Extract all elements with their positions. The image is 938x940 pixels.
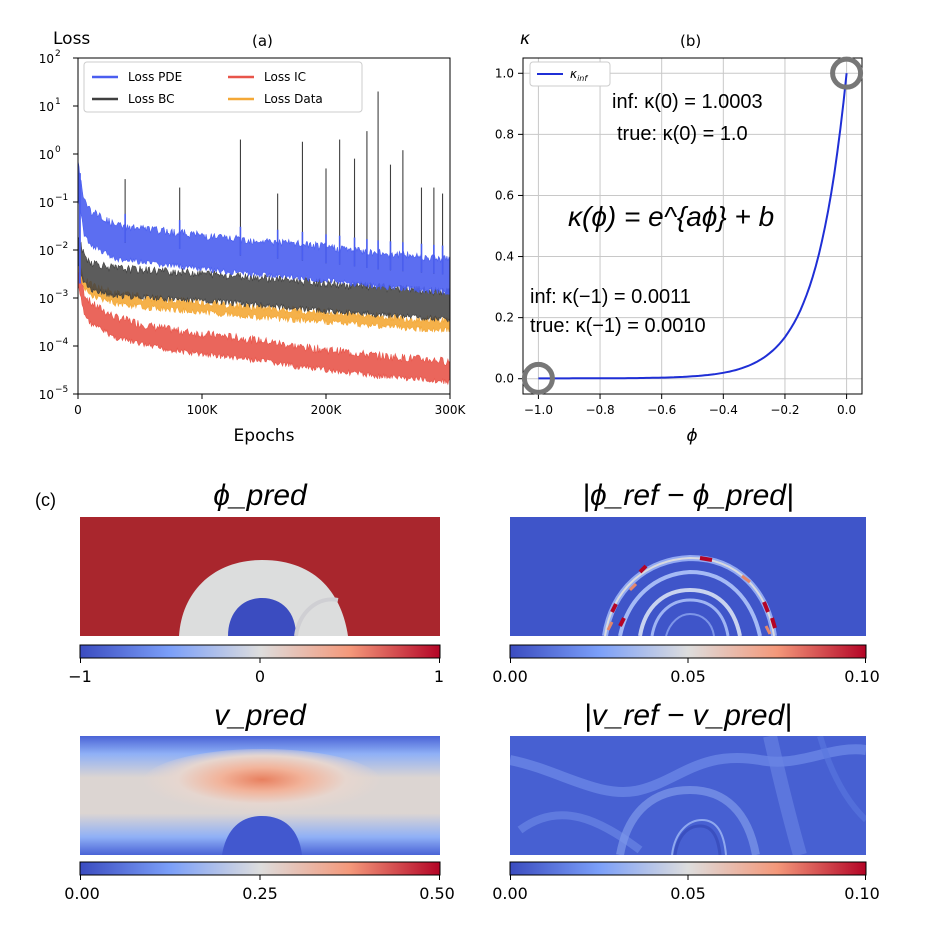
- phi-pred-title: ϕ_pred: [213, 479, 308, 512]
- loss-y-tick-label: 10: [39, 148, 54, 162]
- phi-error-title: |ϕ_ref − ϕ_pred|: [582, 479, 794, 512]
- kappa-x-tick-label: −0.6: [647, 403, 676, 417]
- loss-y-tick-label: 10: [39, 244, 54, 258]
- kappa-x-tick-label: 0.0: [837, 403, 856, 417]
- phi-pred-cbar-tick-2: 1: [434, 667, 444, 686]
- kappa-legend-label: κinf: [570, 67, 588, 83]
- kappa-x-tick-label: −0.2: [770, 403, 799, 417]
- phi-error-heatmap: |ϕ_ref − ϕ_pred| 0.00 0.05 0.10: [492, 479, 880, 686]
- legend-label-ic: Loss IC: [264, 70, 306, 84]
- kappa-y-tick-label: 0.0: [495, 372, 514, 386]
- loss-y-tick-exp: 0: [55, 145, 61, 155]
- loss-y-tick-exp: 1: [55, 97, 61, 107]
- loss-y-tick-exp: −5: [55, 385, 68, 395]
- loss-series-loss-pde: [78, 160, 450, 296]
- loss-y-tick-exp: −2: [55, 241, 68, 251]
- phi-pred-heatmap: ϕ_pred −1 0 1: [68, 479, 444, 686]
- highlight-circle-top: [830, 56, 864, 90]
- phi-pred-cbar-tick-0: −1: [68, 667, 92, 686]
- phi-error-cbar-tick-0: 0.00: [492, 667, 528, 686]
- loss-legend: Loss PDE Loss BC Loss IC Loss Data: [83, 61, 363, 113]
- kappa-plot-frame: [522, 57, 863, 395]
- kappa-chart: κ (b) ϕ −1.0 −0.8 −0.6 −0.4 −0.2 0.0 0.0 0.2 0.4…: [495, 29, 864, 446]
- v-error-cbar-tick-2: 0.10: [844, 884, 880, 903]
- loss-y-tick-label: 10: [39, 196, 54, 210]
- annotation-top-inf: inf: κ(0) = 1.0003: [612, 91, 763, 113]
- v-pred-colorbar: [79, 861, 441, 876]
- kappa-x-tick-label: −0.4: [709, 403, 738, 417]
- loss-y-tick-exp: −3: [55, 289, 68, 299]
- phi-error-cbar-tick-1: 0.05: [670, 667, 706, 686]
- phi-pred-colorbar: [79, 644, 441, 659]
- kappa-legend: κinf: [529, 61, 611, 87]
- kappa-y-tick-label: 0.6: [495, 188, 514, 202]
- kappa-legend-box: [529, 61, 611, 87]
- v-error-image: [510, 736, 866, 855]
- v-pred-cbar-tick-1: 0.25: [242, 884, 278, 903]
- panel-a-label: (a): [252, 32, 273, 50]
- kappa-y-tick-label: 1.0: [495, 66, 514, 80]
- loss-x-tick-label: 200K: [311, 403, 343, 417]
- loss-plot-area: [78, 91, 450, 386]
- v-pred-cbar-tick-0: 0.00: [64, 884, 100, 903]
- v-error-cbar-tick-0: 0.00: [492, 884, 528, 903]
- annotation-formula: κ(ϕ) = e^{aϕ} + b: [568, 201, 774, 232]
- v-pred-heatmap: v_pred 0.00 0.25 0.50: [64, 699, 455, 903]
- loss-y-label: Loss: [53, 29, 90, 49]
- loss-x-tick-label: 100K: [187, 403, 219, 417]
- loss-y-tick-label: 10: [39, 52, 54, 66]
- phi-pred-cbar-tick-1: 0: [255, 667, 265, 686]
- loss-x-tick-label: 300K: [435, 403, 467, 417]
- loss-y-tick-label: 10: [39, 100, 54, 114]
- phi-pred-image: [80, 517, 440, 636]
- annotation-bottom-inf: inf: κ(−1) = 0.0011: [530, 286, 691, 308]
- annotation-bottom-true: true: κ(−1) = 0.0010: [530, 315, 706, 337]
- kappa-axis-ticks: −1.0 −0.8 −0.6 −0.4 −0.2 0.0 0.0 0.2 0.4 0.6 0.8 1.…: [495, 66, 856, 417]
- kappa-y-label: κ: [520, 29, 530, 49]
- loss-y-tick-exp: −4: [55, 337, 69, 347]
- kappa-curve: [538, 73, 848, 380]
- kappa-x-tick-label: −1.0: [524, 403, 553, 417]
- legend-label-data: Loss Data: [264, 92, 323, 106]
- phi-error-cbar-tick-2: 0.10: [844, 667, 880, 686]
- kappa-x-label: ϕ: [686, 426, 697, 446]
- loss-y-tick-label: 10: [39, 292, 54, 306]
- panel-c-label: (c): [35, 490, 56, 510]
- legend-label-pde: Loss PDE: [128, 70, 182, 84]
- loss-y-tick-label: 10: [39, 340, 54, 354]
- loss-y-tick-exp: −1: [55, 193, 68, 203]
- v-error-title: |v_ref − v_pred|: [584, 699, 792, 732]
- loss-x-tick-label: 0: [74, 403, 82, 417]
- annotation-top-true: true: κ(0) = 1.0: [617, 123, 748, 145]
- v-error-cbar-tick-1: 0.05: [670, 884, 706, 903]
- loss-axis-ticks: 10 210 110 010 −110 −210 −310 −410 −50 100K 200K 30…: [39, 49, 467, 417]
- kappa-y-tick-label: 0.2: [495, 311, 514, 325]
- phi-error-colorbar: [509, 644, 867, 659]
- loss-series-loss-ic: [78, 264, 450, 386]
- loss-y-tick-exp: 2: [55, 49, 61, 59]
- v-error-heatmap: |v_ref − v_pred| 0.00 0.05 0.10: [492, 699, 880, 903]
- loss-x-label: Epochs: [234, 426, 295, 446]
- loss-series-loss-bc: [78, 236, 450, 323]
- loss-y-tick-label: 10: [39, 388, 54, 402]
- phi-error-image: [510, 517, 866, 636]
- loss-plot-frame: [77, 57, 451, 395]
- v-pred-cbar-tick-2: 0.50: [419, 884, 455, 903]
- panel-b-label: (b): [680, 32, 701, 50]
- kappa-y-tick-label: 0.8: [495, 127, 514, 141]
- loss-legend-box: [83, 61, 363, 113]
- kappa-y-tick-label: 0.4: [495, 250, 514, 264]
- v-pred-image: [80, 736, 440, 855]
- highlight-circle-bottom: [521, 361, 555, 395]
- legend-label-bc: Loss BC: [128, 92, 175, 106]
- kappa-x-tick-label: −0.8: [585, 403, 614, 417]
- v-pred-title: v_pred: [214, 699, 307, 732]
- v-error-colorbar: [509, 861, 867, 876]
